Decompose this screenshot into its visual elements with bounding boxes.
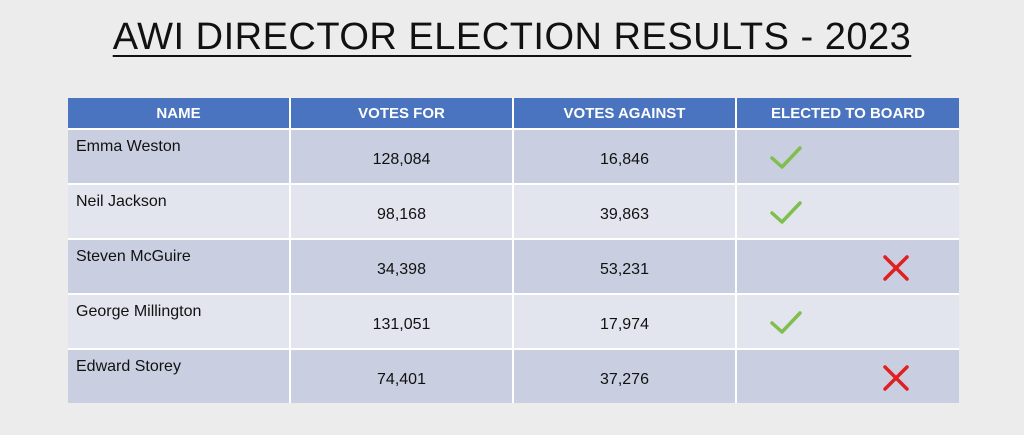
header-votes-for: VOTES FOR [289,98,513,129]
cell-name: George Millington [68,293,290,349]
table-row: Steven McGuire 34,398 53,231 [68,238,959,294]
cell-votes-against: 16,846 [512,128,736,184]
cross-icon [879,253,913,283]
cross-icon [879,363,913,393]
check-icon [769,308,803,338]
cell-elected [735,293,959,349]
cell-votes-for: 34,398 [289,238,513,294]
table-body: Emma Weston 128,084 16,846 Neil Jackson 98,1… [68,128,959,403]
check-icon [769,198,803,228]
cell-votes-for: 128,084 [289,128,513,184]
cell-name: Edward Storey [68,348,290,403]
table-row: Edward Storey 74,401 37,276 [68,348,959,403]
cell-votes-against: 37,276 [512,348,736,403]
table-row: George Millington 131,051 17,974 [68,293,959,349]
check-icon [769,143,803,173]
cell-votes-against: 39,863 [512,183,736,239]
page-title: AWI DIRECTOR ELECTION RESULTS - 2023 [0,16,1024,59]
cell-elected [735,128,959,184]
cell-votes-for: 98,168 [289,183,513,239]
header-votes-against: VOTES AGAINST [512,98,736,129]
table-row: Emma Weston 128,084 16,846 [68,128,959,184]
cell-votes-for: 74,401 [289,348,513,403]
cell-elected [735,238,959,294]
cell-votes-for: 131,051 [289,293,513,349]
cell-name: Neil Jackson [68,183,290,239]
header-name: NAME [68,98,290,129]
cell-votes-against: 17,974 [512,293,736,349]
table-header-row: NAME VOTES FOR VOTES AGAINST ELECTED TO … [68,98,959,129]
cell-elected [735,183,959,239]
results-table: NAME VOTES FOR VOTES AGAINST ELECTED TO … [68,98,959,403]
cell-name: Emma Weston [68,128,290,184]
cell-elected [735,348,959,403]
page-title-text: AWI DIRECTOR ELECTION RESULTS - 2023 [112,16,912,58]
header-elected: ELECTED TO BOARD [735,98,959,129]
table-row: Neil Jackson 98,168 39,863 [68,183,959,239]
cell-name: Steven McGuire [68,238,290,294]
cell-votes-against: 53,231 [512,238,736,294]
